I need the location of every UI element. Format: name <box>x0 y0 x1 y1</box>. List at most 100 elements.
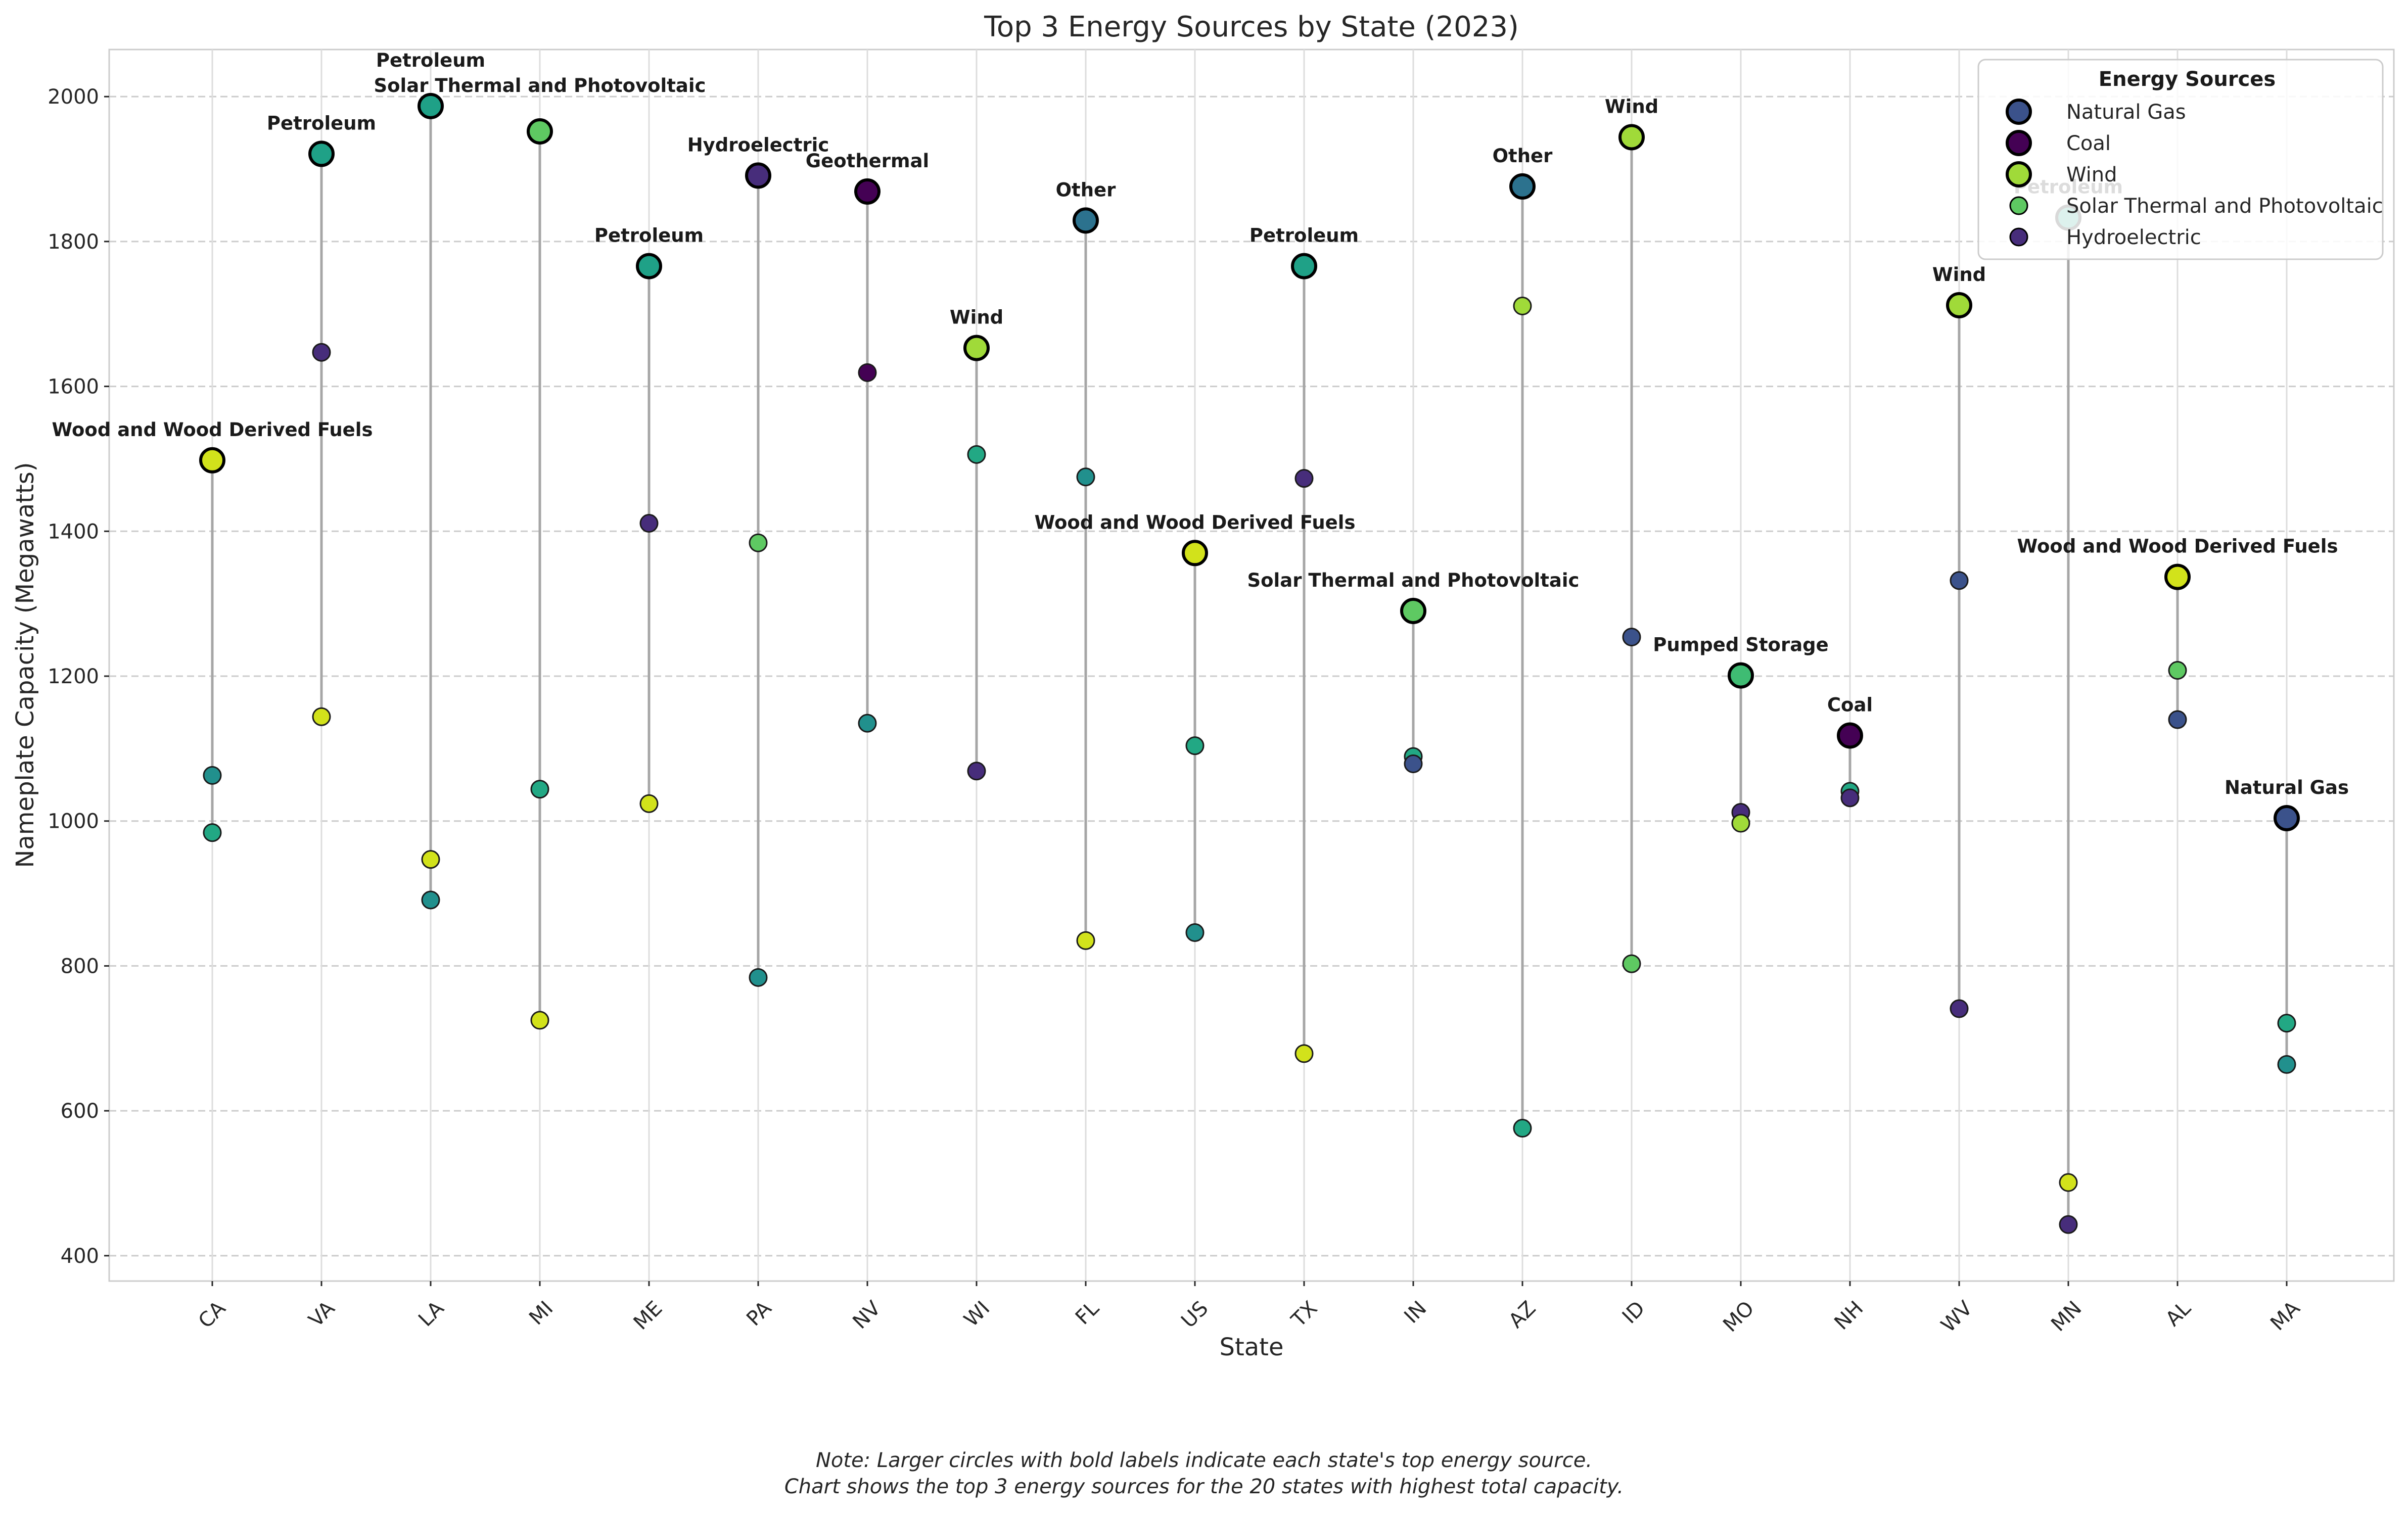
y-tick-label: 1200 <box>48 665 99 688</box>
top-source-label: Petroleum <box>376 50 485 71</box>
top-source-label: Wind <box>1932 264 1986 286</box>
y-axis-ticks: 400 600 800 1000 1200 1400 1600 1800 2000 <box>48 85 109 1268</box>
top-source-label: Pumped Storage <box>1653 634 1829 656</box>
secondary-point <box>639 794 659 813</box>
top-source-point <box>1509 173 1536 200</box>
secondary-point <box>1185 736 1205 755</box>
secondary-point <box>749 533 768 552</box>
secondary-point <box>2277 1014 2296 1033</box>
top-source-label: Wind <box>950 307 1003 328</box>
legend: Energy Sources Natural Gas Coal Wind Solar … <box>1977 59 2384 260</box>
legend-label: Coal <box>2066 132 2111 155</box>
top-source-label: Coal <box>1827 694 1873 716</box>
top-source-point <box>1618 124 1645 151</box>
secondary-point <box>858 363 877 382</box>
secondary-point <box>1185 923 1205 942</box>
top-source-point <box>636 253 662 279</box>
top-source-label: Petroleum <box>1249 225 1359 247</box>
top-source-label: Petroleum <box>267 112 376 134</box>
secondary-point <box>1404 754 1423 773</box>
secondary-point <box>1950 571 1969 590</box>
note-line-2: Chart shows the top 3 energy sources for… <box>784 1475 1624 1498</box>
top-source-point <box>527 118 553 145</box>
secondary-point <box>1840 788 1860 808</box>
secondary-point <box>1076 467 1095 487</box>
legend-marker <box>2006 161 2032 187</box>
top-source-label: Wood and Wood Derived Fuels <box>2017 536 2338 557</box>
secondary-point <box>2059 1215 2078 1234</box>
secondary-point <box>967 445 986 464</box>
secondary-point <box>421 890 440 910</box>
y-tick-label: 1000 <box>48 810 99 833</box>
top-source-point <box>2274 805 2300 831</box>
y-tick-label: 1600 <box>48 375 99 399</box>
top-source-point <box>745 162 771 189</box>
top-source-label: Hydroelectric <box>687 134 829 156</box>
legend-marker <box>2009 196 2028 215</box>
top-source-point <box>1400 597 1426 624</box>
top-source-label: Wood and Wood Derived Fuels <box>52 419 373 441</box>
top-source-label: Wind <box>1605 96 1658 117</box>
legend-label: Solar Thermal and Photovoltaic <box>2066 195 2383 218</box>
top-source-point <box>308 140 335 167</box>
secondary-point <box>2168 661 2187 680</box>
secondary-point <box>2059 1173 2078 1192</box>
x-axis-title: State <box>1219 1333 1283 1361</box>
chart-title: Top 3 Energy Sources by State (2023) <box>984 11 1519 43</box>
top-source-label: Other <box>1493 145 1553 167</box>
legend-label: Natural Gas <box>2066 101 2186 124</box>
secondary-point <box>1294 469 1314 488</box>
legend-title: Energy Sources <box>2099 68 2276 91</box>
top-source-point <box>1182 540 1208 566</box>
secondary-point <box>312 707 331 726</box>
top-source-label: Solar Thermal and Photovoltaic <box>374 75 706 97</box>
secondary-point <box>1513 296 1532 315</box>
secondary-point <box>858 714 877 733</box>
secondary-point <box>1622 628 1641 647</box>
note-line-1: Note: Larger circles with bold labels in… <box>816 1449 1592 1472</box>
y-tick-label: 1800 <box>48 230 99 254</box>
secondary-point <box>639 514 659 533</box>
legend-marker <box>2006 99 2032 125</box>
y-tick-label: 1400 <box>48 520 99 543</box>
top-source-point <box>1946 292 1972 319</box>
y-tick-label: 800 <box>61 955 99 978</box>
top-source-point <box>1291 253 1317 279</box>
top-source-point <box>1073 207 1099 234</box>
legend-marker <box>2006 130 2032 156</box>
legend-label: Wind <box>2066 163 2117 186</box>
secondary-point <box>530 780 549 799</box>
legend-frame <box>1977 59 2384 260</box>
top-source-label: Natural Gas <box>2225 777 2349 798</box>
secondary-point <box>530 1011 549 1030</box>
secondary-point <box>749 968 768 987</box>
top-source-point <box>418 92 444 119</box>
top-source-label: Other <box>1056 179 1117 201</box>
secondary-point <box>1950 999 1969 1018</box>
secondary-point <box>312 343 331 362</box>
secondary-point <box>2168 710 2187 729</box>
secondary-point <box>1731 814 1750 833</box>
y-axis-title: Nameplate Capacity (Megawatts) <box>11 462 39 868</box>
secondary-point <box>967 762 986 781</box>
y-tick-label: 600 <box>61 1100 99 1123</box>
legend-marker <box>2009 227 2028 247</box>
y-tick-label: 400 <box>61 1245 99 1268</box>
secondary-point <box>1513 1119 1532 1138</box>
legend-label: Hydroelectric <box>2066 226 2201 249</box>
top-source-point <box>2164 563 2191 590</box>
top-source-point <box>199 447 225 474</box>
top-source-point <box>1837 722 1863 749</box>
top-source-label: Solar Thermal and Photovoltaic <box>1247 570 1579 591</box>
secondary-point <box>203 823 222 842</box>
top-source-label: Geothermal <box>806 150 929 172</box>
secondary-point <box>421 850 440 869</box>
secondary-point <box>2277 1055 2296 1074</box>
top-source-point <box>963 335 990 361</box>
secondary-point <box>1294 1044 1314 1063</box>
data-points <box>199 92 2300 1234</box>
y-tick-label: 2000 <box>48 85 99 109</box>
top-source-labels: Wood and Wood Derived Fuels Petroleum Petr… <box>52 50 2349 798</box>
secondary-point <box>1076 931 1095 950</box>
